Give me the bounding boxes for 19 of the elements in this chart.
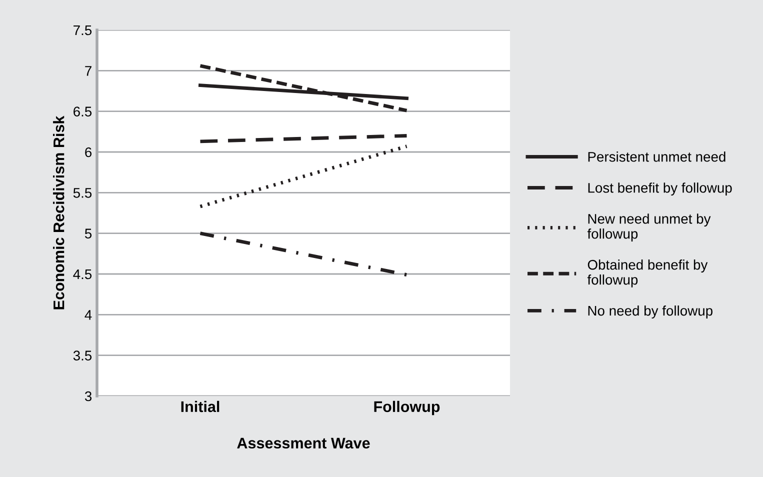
x-tick-label: Followup (374, 400, 440, 416)
y-tick-label: 4 (84, 310, 92, 320)
legend-label: Persistent unmet need (588, 152, 726, 162)
x-tick-label: Initial (181, 400, 220, 412)
legend-label: New need unmet by followup (587, 214, 711, 242)
legend-label: Obtained benefit by followup (587, 260, 708, 288)
y-tick-label: 3 (84, 391, 92, 402)
y-tick-label: 3.5 (73, 350, 92, 361)
y-tick-label: 6 (85, 147, 92, 158)
legend-label: Lost benefit by followup (588, 182, 732, 196)
y-tick-label: 5 (84, 228, 92, 239)
y-tick-label: 6.5 (74, 106, 92, 117)
y-tick-label: 4.5 (73, 269, 92, 280)
y-tick-label: 5.5 (73, 188, 92, 198)
legend-label: No need by followup (588, 305, 712, 318)
y-tick-label: 7.5 (74, 25, 92, 36)
y-axis-title: Economic Recidivism Risk (53, 116, 64, 310)
y-tick-label: 7 (85, 66, 92, 76)
x-axis-title: Assessment Wave (237, 438, 370, 449)
